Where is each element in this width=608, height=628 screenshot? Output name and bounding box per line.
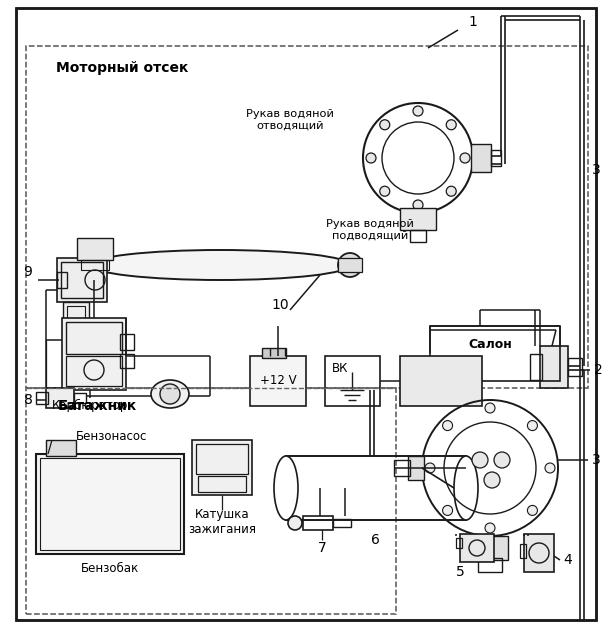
Text: 6: 6 (370, 533, 379, 547)
Circle shape (366, 153, 376, 163)
Circle shape (425, 463, 435, 473)
Bar (303, 516, 333, 530)
Bar (120, 354, 134, 368)
Bar (460, 534, 494, 562)
Bar (478, 558, 502, 572)
Bar (26, 388, 396, 614)
Bar (26, 46, 588, 388)
Circle shape (443, 421, 452, 431)
Text: Катушка
зажигания: Катушка зажигания (188, 508, 256, 536)
Circle shape (494, 452, 510, 468)
Ellipse shape (288, 516, 302, 530)
Text: 3: 3 (592, 453, 600, 467)
Bar (568, 358, 582, 376)
Circle shape (485, 523, 495, 533)
Circle shape (446, 187, 456, 196)
Bar (196, 444, 248, 474)
Circle shape (160, 384, 180, 404)
Circle shape (446, 120, 456, 130)
Ellipse shape (454, 456, 478, 520)
Bar (530, 354, 542, 380)
Bar (74, 393, 86, 403)
Text: Салон: Салон (468, 338, 512, 352)
Bar (46, 388, 74, 408)
Bar (471, 144, 491, 172)
Bar (325, 356, 380, 406)
Text: 8: 8 (24, 393, 32, 407)
Bar (61, 262, 103, 298)
Bar (338, 258, 362, 272)
Text: Бензонасос: Бензонасос (77, 430, 148, 443)
Ellipse shape (90, 250, 350, 280)
Bar (192, 440, 252, 495)
Bar (57, 258, 107, 302)
Bar (66, 356, 122, 386)
Circle shape (527, 506, 537, 516)
Bar (540, 346, 568, 388)
Text: Багажник: Багажник (58, 399, 137, 413)
Bar (491, 150, 501, 166)
Bar (67, 306, 85, 326)
Text: 3: 3 (592, 163, 600, 177)
Bar (66, 322, 122, 354)
Circle shape (472, 452, 488, 468)
Bar (333, 519, 351, 527)
Bar (81, 260, 109, 270)
Text: 1: 1 (469, 15, 477, 29)
Bar (40, 458, 180, 550)
Bar (63, 302, 89, 330)
Bar (77, 238, 113, 260)
Circle shape (380, 187, 390, 196)
Text: 10: 10 (271, 298, 289, 312)
Bar (400, 208, 436, 230)
Text: Моторный отсек: Моторный отсек (56, 61, 188, 75)
Bar (262, 348, 286, 358)
Text: 9: 9 (24, 265, 32, 279)
Bar (524, 534, 554, 572)
Bar (250, 356, 306, 406)
Circle shape (413, 106, 423, 116)
Text: Рукав водяной
подводящий: Рукав водяной подводящий (326, 219, 414, 241)
Text: ВК: ВК (332, 362, 348, 374)
Text: 4: 4 (564, 553, 572, 567)
Bar (120, 334, 134, 350)
Circle shape (485, 403, 495, 413)
Bar (286, 456, 466, 520)
Text: +12 V: +12 V (260, 374, 296, 386)
Bar (410, 230, 426, 242)
Bar (63, 328, 89, 340)
Bar (36, 454, 184, 554)
Bar (198, 476, 246, 492)
Bar (394, 460, 410, 476)
Text: 2: 2 (593, 363, 603, 377)
Circle shape (460, 153, 470, 163)
Circle shape (443, 506, 452, 516)
Ellipse shape (151, 380, 189, 408)
Text: Рукав водяной
отводящий: Рукав водяной отводящий (246, 109, 334, 131)
Bar (36, 392, 48, 404)
Bar (520, 544, 526, 558)
Circle shape (338, 253, 362, 277)
Text: 5: 5 (455, 565, 465, 579)
Circle shape (527, 421, 537, 431)
Ellipse shape (274, 456, 298, 520)
Text: Бензобак: Бензобак (81, 561, 139, 575)
Circle shape (545, 463, 555, 473)
Bar (57, 272, 67, 288)
Bar (400, 356, 482, 406)
Bar (472, 536, 508, 560)
Bar (62, 318, 126, 390)
Circle shape (413, 200, 423, 210)
Bar (456, 538, 462, 548)
Text: 7: 7 (317, 541, 326, 555)
Circle shape (380, 120, 390, 130)
Bar (46, 440, 76, 456)
Text: Карбюратор: Карбюратор (52, 398, 128, 411)
Bar (430, 326, 560, 381)
Bar (408, 456, 424, 480)
Circle shape (484, 472, 500, 488)
